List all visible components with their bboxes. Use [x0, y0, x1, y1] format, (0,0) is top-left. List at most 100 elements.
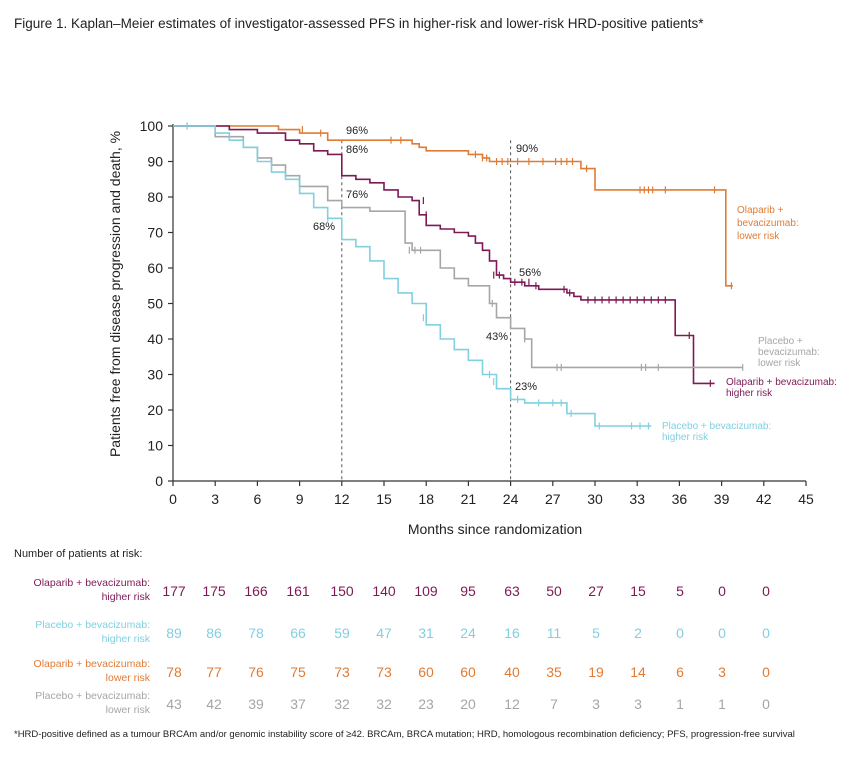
risk-count: 27	[588, 583, 604, 599]
x-tick-label: 39	[714, 491, 730, 507]
risk-count: 0	[718, 625, 726, 641]
risk-count: 59	[334, 625, 350, 641]
y-tick-label: 90	[147, 154, 163, 170]
series-line	[173, 125, 743, 369]
series-label-line: lower risk	[758, 358, 801, 369]
risk-count: 77	[206, 664, 222, 680]
risk-count: 32	[376, 696, 392, 712]
risk-count: 3	[592, 696, 600, 712]
series-label-line: higher risk	[662, 432, 709, 443]
risk-count: 23	[418, 696, 434, 712]
risk-count: 32	[334, 696, 350, 712]
y-tick-label: 40	[147, 331, 163, 347]
risk-row-label-line: higher risk	[101, 591, 150, 603]
risk-count: 95	[460, 583, 476, 599]
series-label-line: Placebo + bevacizumab:	[662, 421, 771, 432]
risk-count: 6	[676, 664, 684, 680]
risk-row-label: Olaparib + bevacizumab: lower risk	[10, 657, 150, 685]
risk-count: 63	[504, 583, 520, 599]
risk-row-label-line: Olaparib + bevacizumab:	[33, 577, 150, 589]
risk-table-heading: Number of patients at risk:	[14, 548, 143, 560]
risk-count: 175	[202, 583, 226, 599]
risk-count: 161	[286, 583, 310, 599]
x-tick-label: 21	[461, 491, 477, 507]
y-tick-label: 30	[147, 367, 163, 383]
risk-row-label: Placebo + bevacizumab: higher risk	[10, 618, 150, 646]
risk-count: 7	[550, 696, 558, 712]
annotation-label: 86%	[346, 144, 368, 156]
risk-count: 2	[634, 625, 642, 641]
risk-count: 50	[546, 583, 562, 599]
risk-count: 0	[676, 625, 684, 641]
series-label-line: higher risk	[726, 388, 773, 399]
x-tick-label: 45	[798, 491, 814, 507]
y-tick-label: 80	[147, 189, 163, 205]
risk-count: 24	[460, 625, 476, 641]
x-tick-label: 24	[503, 491, 519, 507]
risk-count: 166	[244, 583, 268, 599]
risk-row-label-line: Placebo + bevacizumab:	[35, 619, 150, 631]
y-tick-label: 10	[147, 438, 163, 454]
risk-count: 60	[460, 664, 476, 680]
x-tick-label: 30	[587, 491, 603, 507]
annotation-label: 76%	[346, 189, 368, 201]
series-labels: Olaparib + bevacizumab: lower risk Olaparib…	[662, 205, 837, 443]
series-label: Olaparib + bevacizumab: lower risk	[737, 205, 799, 242]
risk-count: 43	[166, 696, 182, 712]
risk-count: 39	[248, 696, 264, 712]
risk-count: 78	[248, 625, 264, 641]
risk-row-label-line: Placebo + bevacizumab:	[35, 690, 150, 702]
figure-title: Figure 1. Kaplan–Meier estimates of inve…	[14, 16, 704, 31]
risk-count: 15	[630, 583, 646, 599]
risk-count: 73	[376, 664, 392, 680]
x-tick-label: 33	[629, 491, 645, 507]
series-label: Placebo + bevacizumab: higher risk	[662, 421, 771, 443]
annotation-label: 43%	[486, 331, 508, 343]
risk-count: 109	[414, 583, 438, 599]
risk-count: 0	[762, 583, 770, 599]
y-axis-label: Patients free from disease progression a…	[107, 131, 123, 457]
risk-count: 1	[676, 696, 684, 712]
risk-count: 37	[290, 696, 306, 712]
annotation-label: 68%	[313, 221, 335, 233]
risk-count: 5	[592, 625, 600, 641]
risk-count: 3	[718, 664, 726, 680]
risk-count: 75	[290, 664, 306, 680]
risk-count: 14	[630, 664, 646, 680]
risk-count: 19	[588, 664, 604, 680]
x-tick-label: 6	[254, 491, 262, 507]
risk-count: 11	[546, 625, 562, 641]
risk-count: 16	[504, 625, 520, 641]
risk-count: 76	[248, 664, 264, 680]
series-line	[173, 125, 733, 287]
x-tick-label: 9	[296, 491, 304, 507]
risk-count: 20	[460, 696, 476, 712]
series-line	[173, 125, 652, 427]
x-tick-label: 36	[672, 491, 688, 507]
risk-count: 0	[762, 696, 770, 712]
y-tick-label: 50	[147, 296, 163, 312]
x-tick-label: 27	[545, 491, 561, 507]
reference-lines	[341, 140, 512, 481]
risk-count: 86	[206, 625, 222, 641]
y-tick-label: 0	[155, 473, 163, 489]
x-axis-label: Months since randomization	[408, 521, 582, 537]
x-tick-label: 0	[169, 491, 177, 507]
x-tick-label: 15	[376, 491, 392, 507]
risk-count: 73	[334, 664, 350, 680]
risk-count: 35	[546, 664, 562, 680]
y-tick-label: 60	[147, 260, 163, 276]
risk-count: 66	[290, 625, 306, 641]
risk-count: 177	[162, 583, 186, 599]
risk-count: 60	[418, 664, 434, 680]
risk-count: 47	[376, 625, 392, 641]
risk-count: 42	[206, 696, 222, 712]
risk-count: 140	[372, 583, 396, 599]
risk-count: 5	[676, 583, 684, 599]
series-label: Olaparib + bevacizumab: higher risk	[726, 377, 837, 399]
risk-row-label-line: Olaparib + bevacizumab:	[33, 658, 150, 670]
risk-row-label: Olaparib + bevacizumab: higher risk	[10, 576, 150, 604]
risk-row-label-line: lower risk	[105, 672, 150, 684]
